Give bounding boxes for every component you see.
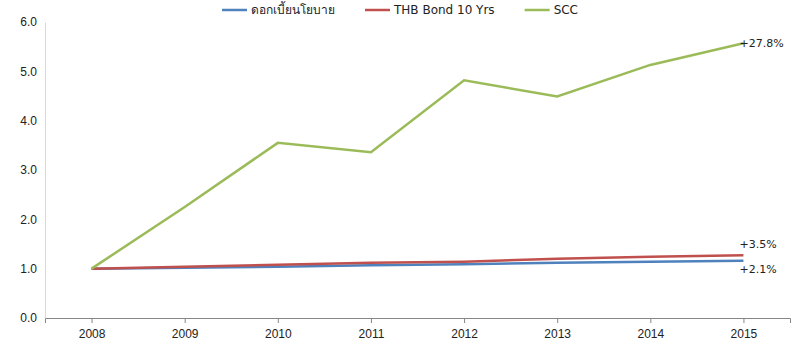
annotation: +2.1% — [739, 263, 776, 276]
annotation: +27.8% — [739, 37, 783, 50]
x-tick-label: 2010 — [265, 327, 292, 341]
y-axis: 0.0 1.0 2.0 3.0 4.0 5.0 6.0 — [20, 15, 45, 325]
annotation: +3.5% — [739, 238, 776, 251]
legend-swatch — [222, 9, 247, 12]
x-tick: 2011 — [359, 318, 385, 341]
x-tick: 2014 — [637, 318, 664, 341]
x-tick: 2009 — [172, 318, 199, 341]
x-tick-mark — [557, 318, 558, 323]
y-tick: 1.0 — [20, 262, 45, 276]
x-tick-label: 2009 — [172, 327, 199, 341]
x-tick-label: 2014 — [637, 327, 664, 341]
legend-item: SCC — [525, 3, 578, 17]
x-tick: 2013 — [544, 318, 571, 341]
x-tick-label: 2015 — [731, 327, 758, 341]
x-axis: 2008 2009 2010 2011 2012 2013 2014 2015 — [46, 318, 791, 341]
y-axis-line — [45, 23, 46, 319]
y-tick: 5.0 — [20, 65, 45, 79]
legend-swatch — [365, 9, 390, 12]
y-tick: 6.0 — [20, 15, 45, 29]
x-tick-label: 2013 — [544, 327, 571, 341]
legend-item: THB Bond 10 Yrs — [365, 3, 495, 17]
y-tick: 2.0 — [20, 213, 45, 227]
x-tick-mark — [650, 318, 651, 323]
x-tick-mark — [278, 318, 279, 323]
y-tick-label: 2.0 — [20, 213, 37, 227]
x-tick-mark — [92, 318, 93, 323]
series-line — [92, 43, 744, 268]
y-tick: 4.0 — [20, 114, 45, 128]
y-tick-label: 6.0 — [20, 15, 37, 29]
x-tick: 2010 — [265, 318, 292, 341]
legend-label: THB Bond 10 Yrs — [393, 3, 495, 17]
legend: ดอกเบี้ยนโยบาย THB Bond 10 Yrs SCC — [222, 1, 578, 17]
y-tick-label: 3.0 — [20, 163, 37, 177]
x-tick-label: 2008 — [79, 327, 106, 341]
legend-item: ดอกเบี้ยนโยบาย — [222, 1, 335, 17]
y-tick-label: 1.0 — [20, 262, 37, 276]
legend-swatch — [525, 9, 550, 12]
annotations: +2.1% +3.5% +27.8% — [739, 37, 783, 276]
y-tick: 3.0 — [20, 163, 45, 177]
y-tick: 0.0 — [20, 311, 45, 325]
x-tick-label: 2012 — [451, 327, 478, 341]
y-tick-label: 0.0 — [20, 311, 37, 325]
x-tick: 2012 — [451, 318, 478, 341]
x-tick: 2008 — [79, 318, 106, 341]
x-axis-line — [46, 319, 791, 324]
plot-area — [92, 43, 744, 268]
legend-label: SCC — [554, 3, 578, 17]
chart: 0.0 1.0 2.0 3.0 4.0 5.0 6.0 2008 2009 2010 2011 201… — [0, 0, 800, 359]
x-tick: 2015 — [731, 318, 758, 341]
y-tick-label: 5.0 — [20, 65, 37, 79]
x-tick-mark — [464, 318, 465, 323]
x-tick-mark — [743, 318, 744, 323]
series-line — [92, 255, 744, 268]
x-tick-label: 2011 — [359, 327, 385, 341]
x-tick-mark — [185, 318, 186, 323]
x-tick-mark — [371, 318, 372, 323]
y-tick-label: 4.0 — [20, 114, 37, 128]
legend-label: ดอกเบี้ยนโยบาย — [251, 1, 335, 17]
